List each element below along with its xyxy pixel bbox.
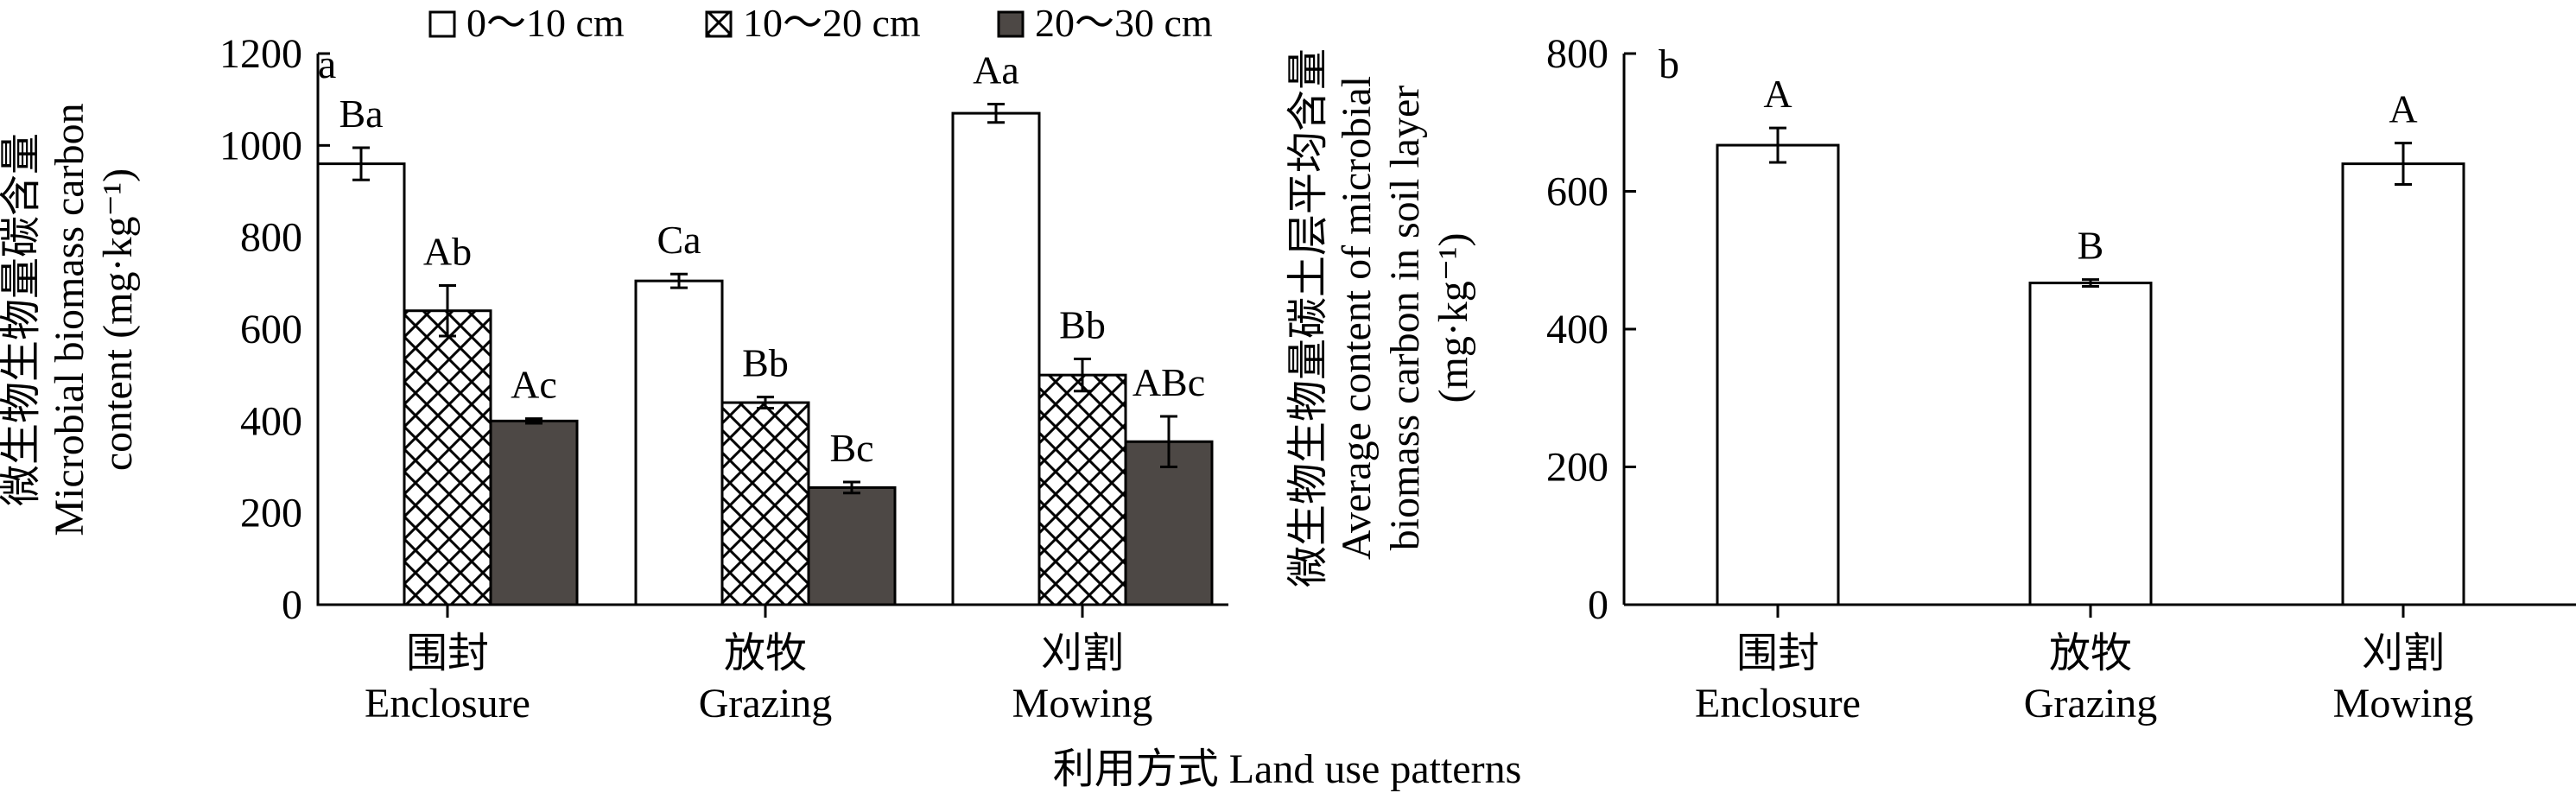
legend-swatch-10-20 — [705, 10, 733, 38]
panel-b-categories: 围封 Enclosure 放牧 Grazing 刈割 Mowing — [1695, 631, 2473, 726]
bar-enclosure-0-10 — [316, 162, 406, 606]
bar-mowing-20-30 — [1124, 440, 1214, 606]
a-ytick-label: 600 — [240, 307, 302, 352]
legend-swatch-0-10 — [428, 10, 456, 38]
b-ytick-label: 800 — [1546, 31, 1608, 77]
bar-b-mowing-sig-label: A — [2389, 87, 2417, 131]
bar-enclosure-0-10-sig-label: Ba — [339, 92, 383, 136]
a-category-en: Enclosure — [365, 681, 530, 726]
panel-b-y-ticks: 0 200 400 600 800 — [1546, 31, 1636, 628]
a-ytick-label: 800 — [240, 215, 302, 261]
bar-grazing-20-30 — [807, 485, 897, 606]
a-ytick-label: 0 — [282, 582, 302, 628]
bar-mowing-10-20-sig-label: Bb — [1059, 303, 1106, 347]
panel-a-axes — [316, 54, 1228, 618]
panel-a: 微生物生物量碳含量 Microbial biomass carbon conte… — [0, 31, 1228, 726]
b-ytick-label: 600 — [1546, 169, 1608, 215]
bar-b-mowing — [2341, 162, 2465, 606]
panel-a-letter: a — [318, 41, 336, 87]
b-category-en: Enclosure — [1695, 681, 1861, 726]
bar-grazing-20-30-sig-label: Bc — [829, 426, 873, 470]
bar-grazing-0-10 — [634, 279, 724, 606]
a-category-zh: 放牧 — [724, 631, 807, 676]
legend-label-10-20: 10～20 cm — [743, 1, 921, 45]
b-ytick-label: 400 — [1546, 307, 1608, 352]
legend-label-0-10: 0～10 cm — [466, 1, 625, 45]
b-category-zh: 放牧 — [2049, 631, 2132, 676]
panel-a-y-ticks: 0 200 400 600 800 1000 1200 — [219, 31, 330, 628]
panel-b-ylabel-line-3: biomass carbon in soil layer — [1382, 86, 1428, 551]
panel-b-bars: A B A — [1716, 72, 2465, 606]
a-ytick-label: 200 — [240, 491, 302, 536]
bar-enclosure-10-20 — [403, 309, 492, 606]
b-category-zh: 围封 — [1736, 631, 1819, 676]
bar-b-enclosure-sig-label: A — [1763, 72, 1792, 116]
panel-b: 微生物生物量碳土层平均含量 Average content of microbi… — [1285, 31, 2576, 726]
legend-swatch-20-30 — [997, 10, 1025, 38]
panel-a-ylabel-line-2: Microbial biomass carbon — [47, 103, 92, 536]
b-category-zh: 刈割 — [2362, 631, 2445, 676]
panel-b-letter: b — [1659, 41, 1679, 87]
legend: 0～10 cm 10～20 cm 20～30 cm — [428, 1, 1213, 45]
panel-b-ylabel-line-2: Average content of microbial — [1334, 76, 1380, 560]
panel-b-ylabel-line-4: (mg·kg⁻¹) — [1431, 232, 1476, 403]
bar-b-enclosure — [1716, 143, 1840, 606]
b-ytick-label: 200 — [1546, 445, 1608, 491]
panel-a-categories: 围封 Enclosure 放牧 Grazing 刈割 Mowing — [365, 631, 1152, 726]
a-category-zh: 刈割 — [1041, 631, 1124, 676]
panel-a-ylabel-line-3: content (mg·kg⁻¹) — [95, 168, 141, 471]
bar-mowing-10-20 — [1037, 373, 1127, 606]
bar-mowing-0-10-sig-label: Aa — [973, 48, 1019, 92]
panel-b-axes — [1622, 54, 2576, 618]
a-category-en: Mowing — [1012, 681, 1153, 726]
bar-b-grazing — [2028, 282, 2153, 606]
a-category-en: Grazing — [699, 681, 833, 726]
panel-a-bars: Ba Ab Ac Ca Bb Bc Aa Bb ABc — [316, 48, 1214, 606]
a-category-zh: 围封 — [406, 631, 489, 676]
b-category-en: Mowing — [2333, 681, 2474, 726]
bar-enclosure-10-20-sig-label: Ab — [423, 229, 472, 273]
bar-mowing-20-30-sig-label: ABc — [1133, 360, 1205, 404]
a-ytick-label: 1000 — [219, 123, 302, 168]
a-ytick-label: 1200 — [219, 31, 302, 77]
b-category-en: Grazing — [2024, 681, 2158, 726]
legend-label-20-30: 20～30 cm — [1035, 1, 1213, 45]
panel-a-y-axis-title: 微生物生物量碳含量 Microbial biomass carbon conte… — [0, 103, 141, 536]
bar-mowing-0-10 — [951, 111, 1041, 606]
panel-b-ylabel-line-1: 微生物生物量碳土层平均含量 — [1285, 48, 1331, 587]
bar-grazing-0-10-sig-label: Ca — [657, 218, 701, 262]
bar-grazing-10-20-sig-label: Bb — [742, 341, 789, 385]
panel-a-ylabel-line-1: 微生物生物量碳含量 — [0, 133, 44, 506]
a-ytick-label: 400 — [240, 398, 302, 444]
panel-b-y-axis-title: 微生物生物量碳土层平均含量 Average content of microbi… — [1285, 48, 1476, 587]
bar-grazing-10-20 — [720, 401, 810, 606]
bar-b-grazing-sig-label: B — [2078, 224, 2104, 268]
shared-x-axis-title: 利用方式 Land use patterns — [1053, 746, 1522, 792]
b-ytick-label: 0 — [1588, 582, 1608, 628]
bar-enclosure-20-30 — [489, 419, 579, 606]
bar-enclosure-20-30-sig-label: Ac — [511, 363, 557, 407]
